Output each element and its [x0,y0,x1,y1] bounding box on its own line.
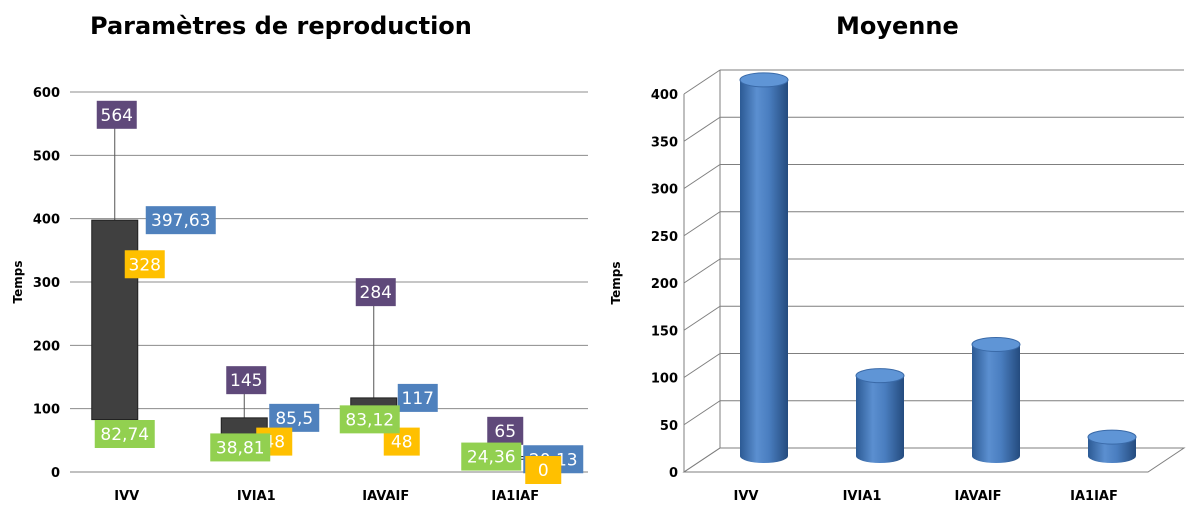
data-label-box [226,366,267,395]
data-label: 83,12 [345,410,394,430]
y-tick-label: 400 [651,88,678,103]
data-label-box [210,433,271,462]
data-label-box [124,250,165,279]
data-label-box [94,420,155,448]
data-label-box [487,416,524,445]
y-tick-label: 600 [33,86,60,101]
gridline-depth [683,69,721,95]
bar-cylinder [740,79,788,463]
x-tick-label: IA1IAF [1070,489,1118,504]
gridline-depth [683,353,721,378]
x-tick-label: IAVAIF [362,489,409,504]
data-label: 284 [360,283,392,303]
bar-cylinder-top [1087,429,1137,445]
data-label-box [269,403,320,432]
y-tick-label: 300 [33,276,60,291]
y-axis-label: Temps [11,261,25,304]
data-label: 117 [402,389,434,409]
data-label: 82,74 [100,425,149,445]
y-tick-label: 150 [651,324,678,339]
data-label-box [397,383,438,412]
chart-title-right: Moyenne [836,12,959,40]
y-tick-label: 500 [33,149,60,164]
y-tick-label: 100 [33,403,60,418]
data-label: 328 [129,255,161,275]
y-tick-label: 0 [669,466,678,481]
gridline-depth [683,164,721,189]
y-tick-label: 50 [660,419,678,434]
data-label: 145 [230,371,262,391]
data-label-box [461,442,522,471]
bar-cylinder-top [739,72,789,88]
data-label: 38,81 [216,438,265,458]
x-tick-label: IA1IAF [491,489,539,504]
bar-cylinder [972,344,1020,463]
y-tick-label: 200 [33,339,60,354]
data-label: 85,5 [275,409,313,429]
data-label: 0 [538,461,549,481]
chart-title-left: Paramètres de reproduction [90,12,472,40]
x-tick-label: IVIA1 [843,489,882,504]
data-label: 564 [101,106,133,126]
data-label-box [96,100,137,129]
x-tick-label: IVIA1 [237,489,276,504]
floor [682,447,1186,473]
y-tick-label: 200 [651,277,678,292]
data-label-box [355,278,396,307]
data-label: 48 [391,433,413,453]
gridline-depth [683,258,721,284]
gridline-depth [683,211,721,237]
gridline-depth [683,305,721,331]
gridline-depth [683,400,721,426]
y-tick-label: 250 [651,230,678,245]
y-axis-label: Temps [609,262,623,305]
y-tick-label: 350 [651,135,678,150]
y-tick-label: 300 [651,183,678,198]
x-tick-label: IVV [734,489,759,504]
x-tick-label: IAVAIF [955,489,1002,504]
data-label-box [145,206,216,235]
gridline-depth [683,116,721,142]
data-label-box [525,456,562,484]
data-label: 65 [494,422,516,442]
data-label: 24,36 [467,448,516,468]
bar-cylinder-top [971,336,1021,352]
y-tick-label: 400 [33,213,60,228]
data-label: 397,63 [151,211,210,231]
bar-cylinder-top [855,368,905,384]
data-label-box [339,405,400,434]
y-tick-label: 100 [651,372,678,387]
bar-cylinder [856,375,904,463]
y-tick-label: 0 [51,466,60,481]
x-tick-label: IVV [114,489,139,504]
